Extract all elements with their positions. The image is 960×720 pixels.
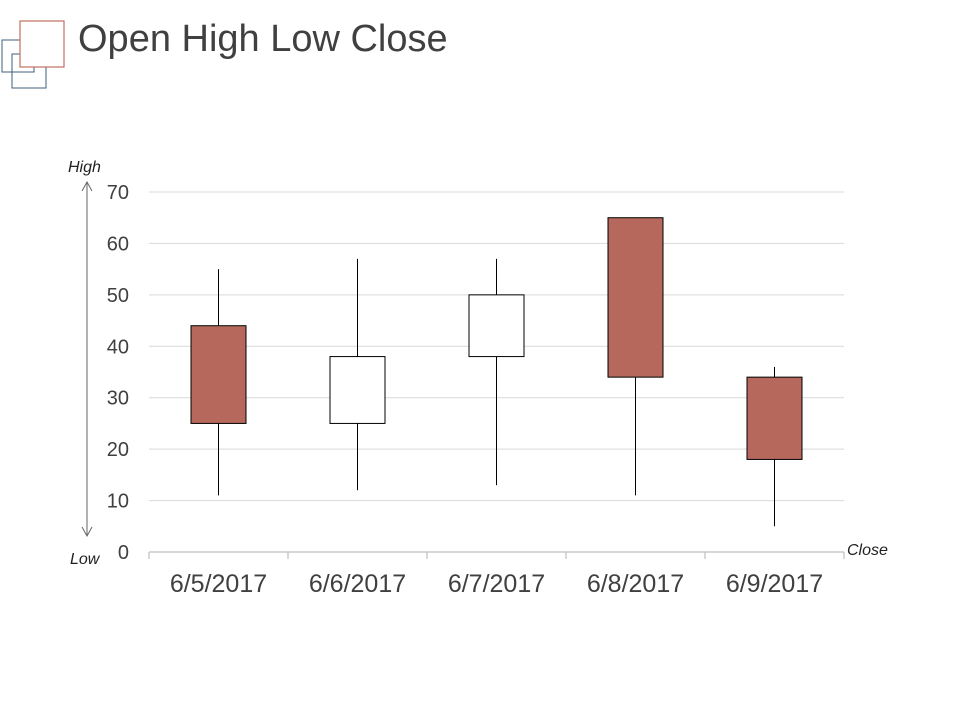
candle-6/9/2017 — [746, 366, 803, 527]
x-tick-label: 6/9/2017 — [726, 570, 823, 598]
y-axis-arrowhead-down — [81, 526, 93, 538]
candle-body-up — [468, 294, 525, 358]
y-tick-label: 60 — [107, 233, 129, 255]
candle-6/7/2017 — [468, 258, 525, 486]
close-annotation: Close — [847, 542, 888, 559]
page-title: Open High Low Close — [78, 18, 448, 60]
candle-6/5/2017 — [190, 269, 247, 496]
x-tick-labels: 6/5/2017 6/6/2017 6/7/2017 6/8/2017 6/9/2017 — [170, 570, 823, 598]
x-tick-label: 6/5/2017 — [170, 570, 267, 598]
candles — [190, 217, 803, 527]
candle-body-up — [329, 356, 386, 424]
logo-square-red — [19, 20, 65, 68]
x-tick-label: 6/6/2017 — [309, 570, 406, 598]
low-annotation: Low — [70, 551, 100, 568]
candle-body-down — [607, 217, 664, 378]
candle-6/6/2017 — [329, 258, 386, 491]
axes — [81, 180, 845, 559]
high-annotation: High — [68, 159, 101, 176]
y-tick-label: 30 — [107, 388, 129, 410]
y-axis-arrowhead-up — [81, 180, 93, 192]
y-tick-labels: 0 10 20 30 40 50 60 70 — [107, 182, 129, 564]
candle-body-down — [746, 376, 803, 460]
x-tick-label: 6/8/2017 — [587, 570, 684, 598]
candle-body-down — [190, 325, 247, 424]
y-tick-label: 50 — [107, 285, 129, 307]
x-tick-label: 6/7/2017 — [448, 570, 545, 598]
y-tick-label: 20 — [107, 439, 129, 461]
y-tick-label: 40 — [107, 336, 129, 358]
y-tick-label: 70 — [107, 182, 129, 204]
y-tick-label: 10 — [107, 491, 129, 513]
decorative-squares-logo — [1, 20, 65, 89]
y-tick-label: 0 — [118, 542, 129, 564]
candle-6/8/2017 — [607, 217, 664, 496]
